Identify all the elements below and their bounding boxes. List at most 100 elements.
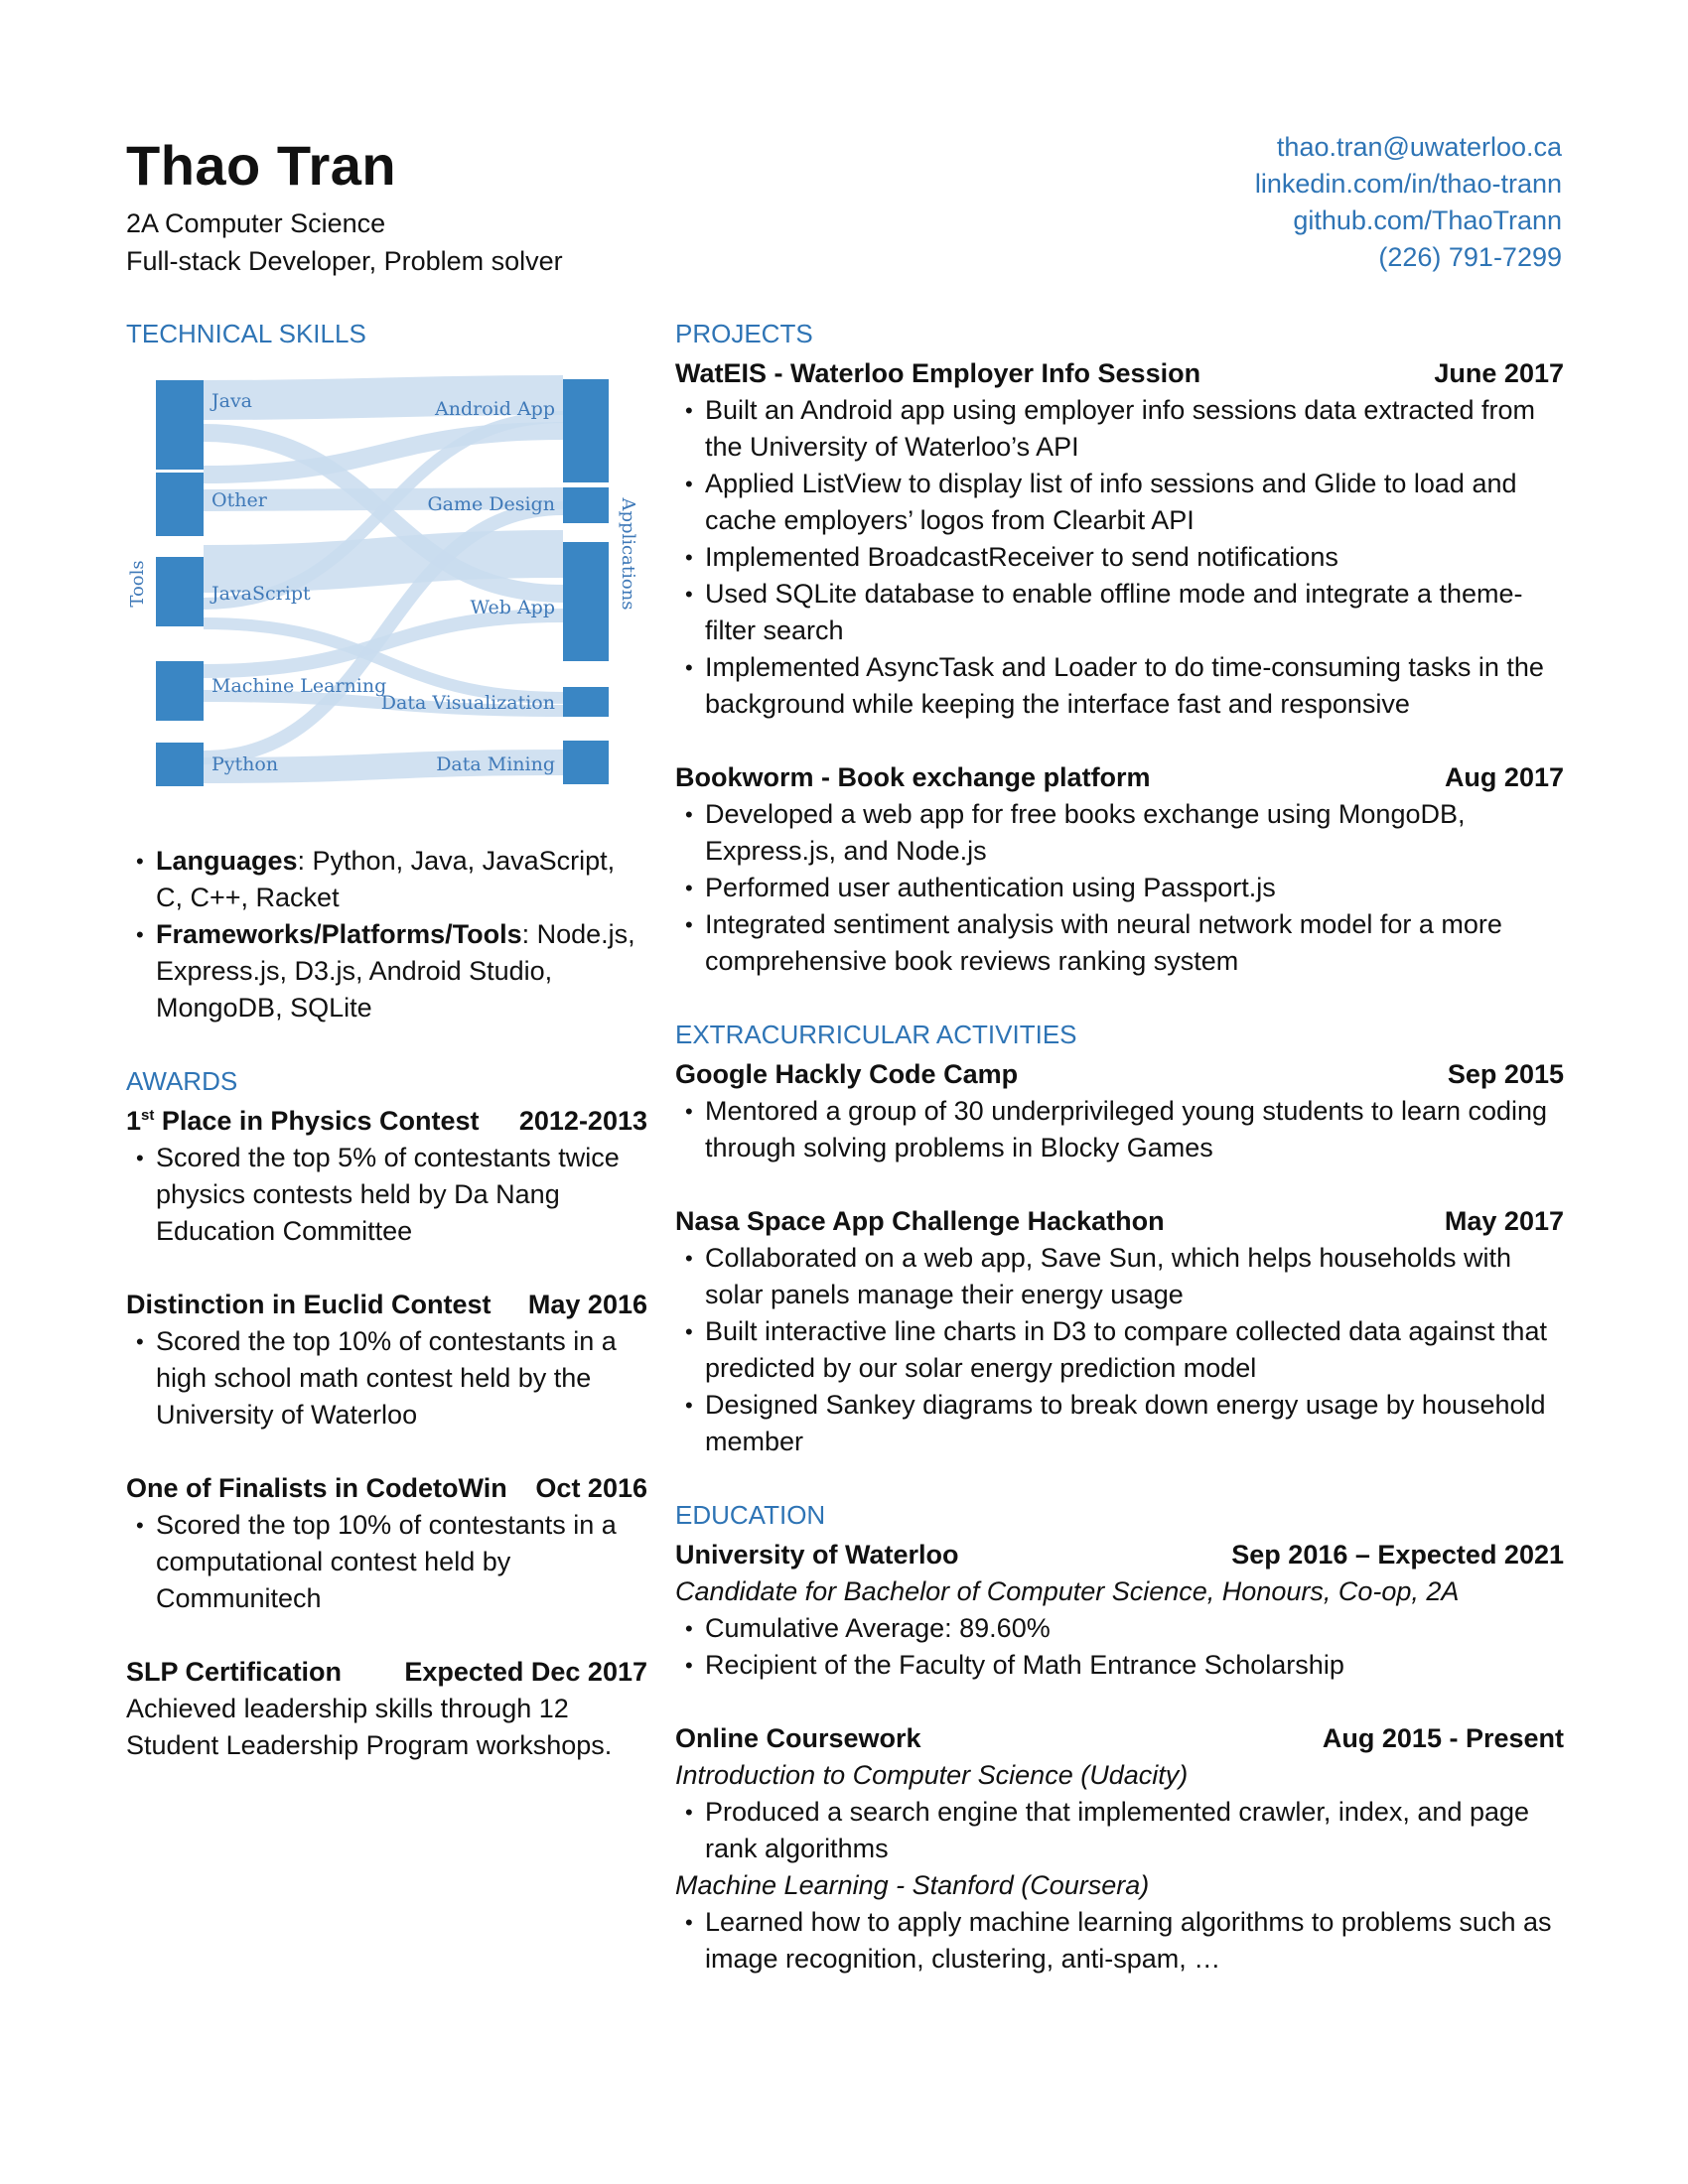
left-axis-label: Tools [127, 560, 148, 607]
label-javascript: JavaScript [210, 583, 311, 605]
course-bullet: Produced a search engine that implemente… [675, 1794, 1564, 1867]
contact-block: thao.tran@uwaterloo.ca linkedin.com/in/t… [1255, 129, 1562, 276]
activity-title: Nasa Space App Challenge Hackathon [675, 1206, 1165, 1236]
projects-heading: PROJECTS [675, 319, 813, 348]
activity-title: Google Hackly Code Camp [675, 1059, 1019, 1089]
award-date: May 2016 [527, 1290, 647, 1319]
award-date: Oct 2016 [535, 1473, 647, 1503]
node-game-design [563, 487, 609, 523]
languages-label: Languages [156, 846, 298, 876]
link-ml-datavis [203, 690, 564, 717]
project-bullet: Implemented AsyncTask and Loader to do t… [675, 649, 1564, 723]
school-date: Sep 2016 – Expected 2021 [1231, 1540, 1564, 1570]
activity-date: Sep 2015 [1447, 1059, 1564, 1089]
link-python-game [203, 501, 564, 764]
sankey-target-nodes [563, 379, 609, 784]
frameworks-item: Frameworks/Platforms/Tools: Node.js, Exp… [126, 916, 647, 1026]
link-other-android [203, 422, 564, 483]
award-entry: SLP Certification Expected Dec 2017 Achi… [126, 1654, 647, 1764]
project-bullet: Built an Android app using employer info… [675, 392, 1564, 466]
link-other-game [203, 487, 564, 511]
email-link[interactable]: thao.tran@uwaterloo.ca [1276, 132, 1562, 162]
node-android-app [563, 379, 609, 482]
node-java [156, 380, 204, 470]
project-entry: Bookworm - Book exchange platform Aug 20… [675, 759, 1564, 980]
activity-bullet: Built interactive line charts in D3 to c… [675, 1313, 1564, 1387]
activity-bullet: Collaborated on a web app, Save Sun, whi… [675, 1240, 1564, 1313]
education-bullet: Cumulative Average: 89.60% [675, 1610, 1564, 1647]
left-column: TECHNICAL SKILLS [126, 316, 647, 1801]
link-js-webapp [203, 530, 564, 593]
phone-link[interactable]: (226) 791-7299 [1378, 242, 1562, 272]
node-data-visualization [563, 687, 609, 717]
education-bullet: Recipient of the Faculty of Math Entranc… [675, 1647, 1564, 1684]
project-bullet: Performed user authentication using Pass… [675, 870, 1564, 906]
skills-heading: TECHNICAL SKILLS [126, 319, 366, 348]
extracurricular-heading: EXTRACURRICULAR ACTIVITIES [675, 1020, 1077, 1049]
course-name: Machine Learning - Stanford (Coursera) [675, 1870, 1150, 1900]
node-other [156, 473, 204, 536]
degree-line: Candidate for Bachelor of Computer Scien… [675, 1576, 1460, 1606]
activity-bullet: Designed Sankey diagrams to break down e… [675, 1387, 1564, 1460]
project-date: June 2017 [1434, 358, 1564, 388]
award-date: 2012-2013 [518, 1106, 647, 1136]
award-entry: 1st Place in Physics Contest 2012-2013 S… [126, 1103, 647, 1250]
languages-value: : Python, Java, JavaScript, C, C++, Rack… [156, 846, 616, 912]
sankey-source-nodes [156, 380, 204, 786]
label-web-app: Web App [471, 597, 555, 618]
course-name: Introduction to Computer Science (Udacit… [675, 1760, 1189, 1790]
link-python-datamining [203, 750, 564, 783]
award-entry: Distinction in Euclid Contest May 2016 S… [126, 1287, 647, 1433]
label-other: Other [211, 489, 268, 511]
frameworks-value: : Node.js, Express.js, D3.js, Android St… [156, 919, 635, 1023]
course-bullet: Learned how to apply machine learning al… [675, 1904, 1564, 1978]
label-data-mining: Data Mining [436, 753, 555, 775]
coursework-date: Aug 2015 - Present [1322, 1723, 1564, 1753]
school-name: University of Waterloo [675, 1540, 959, 1570]
node-web-app [563, 542, 609, 661]
node-python [156, 743, 204, 786]
coursework-title: Online Coursework [675, 1723, 921, 1753]
github-link[interactable]: github.com/ThaoTrann [1293, 205, 1562, 235]
label-game-design: Game Design [427, 493, 555, 515]
sankey-links [203, 375, 564, 783]
project-bullet: Developed a web app for free books excha… [675, 796, 1564, 870]
activity-bullet: Mentored a group of 30 underprivileged y… [675, 1093, 1564, 1166]
linkedin-link[interactable]: linkedin.com/in/thao-trann [1254, 169, 1562, 199]
languages-item: Languages: Python, Java, JavaScript, C, … [126, 843, 647, 916]
role-line: Full-stack Developer, Problem solver [126, 246, 563, 276]
online-coursework-entry: Online Coursework Aug 2015 - Present Int… [675, 1720, 1564, 1978]
project-bullet: Implemented BroadcastReceiver to send no… [675, 539, 1564, 576]
project-bullet: Used SQLite database to enable offline m… [675, 576, 1564, 649]
skills-sankey-diagram: Java Other JavaScript Machine Learning P… [127, 375, 638, 786]
label-data-visualization: Data Visualization [381, 692, 555, 714]
program-line: 2A Computer Science [126, 208, 386, 238]
award-date: Expected Dec 2017 [404, 1657, 647, 1687]
award-title: SLP Certification [126, 1657, 343, 1687]
project-bullet: Integrated sentiment analysis with neura… [675, 906, 1564, 980]
node-data-mining [563, 741, 609, 784]
project-bullet: Applied ListView to display list of info… [675, 466, 1564, 539]
project-bullets: Developed a web app for free books excha… [675, 796, 1564, 980]
award-description: Achieved leadership skills through 12 St… [126, 1694, 613, 1760]
activity-entry: Google Hackly Code Camp Sep 2015 Mentore… [675, 1056, 1564, 1166]
award-title: One of Finalists in CodetoWin [126, 1473, 507, 1503]
award-bullet: Scored the top 5% of contestants twice p… [126, 1140, 647, 1250]
link-js-android [203, 411, 564, 610]
label-python: Python [211, 753, 278, 775]
tagline: 2A Computer Science Full-stack Developer… [126, 205, 563, 280]
project-date: Aug 2017 [1444, 762, 1564, 792]
activity-date: May 2017 [1444, 1206, 1564, 1236]
frameworks-label: Frameworks/Platforms/Tools [156, 919, 522, 949]
award-title: 1st Place in Physics Contest [126, 1106, 480, 1136]
award-title: Distinction in Euclid Contest [126, 1290, 492, 1319]
link-java-android [203, 375, 564, 420]
label-java: Java [210, 390, 252, 412]
candidate-name: Thao Tran [126, 134, 397, 197]
right-column: PROJECTS WatEIS - Waterloo Employer Info… [675, 316, 1564, 2014]
activity-entry: Nasa Space App Challenge Hackathon May 2… [675, 1203, 1564, 1460]
project-entry: WatEIS - Waterloo Employer Info Session … [675, 355, 1564, 723]
award-bullet: Scored the top 10% of contestants in a h… [126, 1323, 647, 1433]
project-title: Bookworm - Book exchange platform [675, 762, 1151, 792]
